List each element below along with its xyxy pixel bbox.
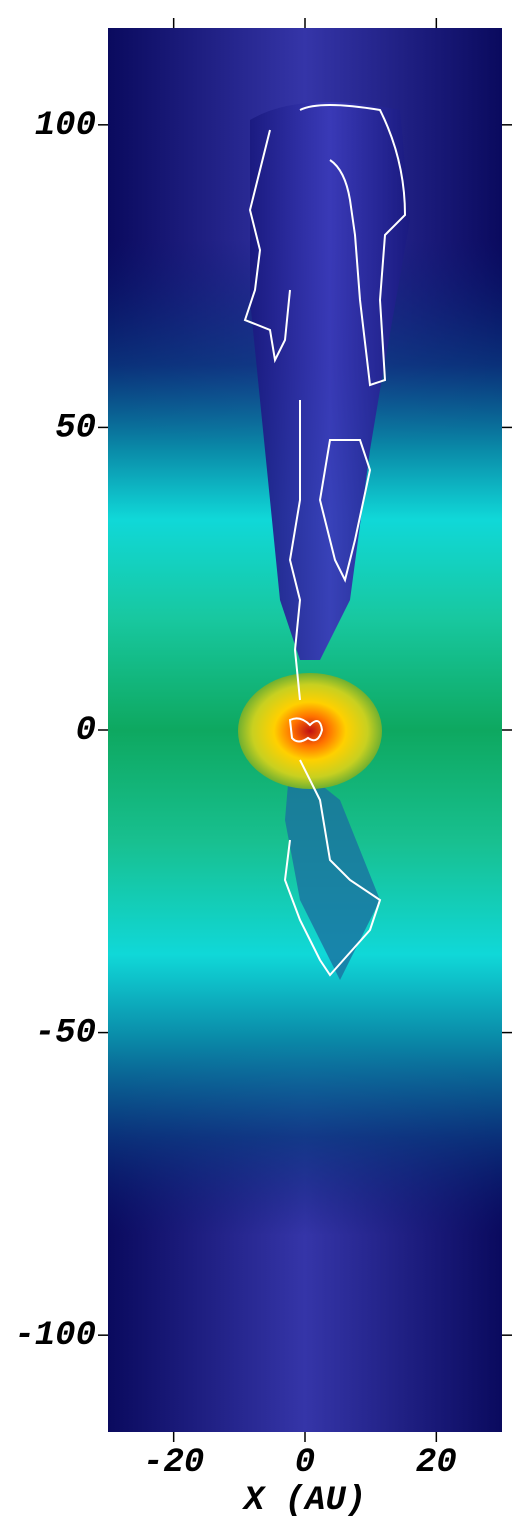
x-tick-label: 20: [416, 1444, 457, 1482]
y-tick-label: 50: [55, 409, 96, 447]
x-axis-label: X (AU): [242, 1482, 366, 1520]
y-tick-label: 100: [35, 107, 96, 145]
y-tick-label: -50: [35, 1015, 96, 1053]
x-tick-label: -20: [143, 1444, 204, 1482]
y-tick-label: -100: [14, 1317, 96, 1355]
density-map: [108, 28, 502, 1432]
x-tick-label: 0: [295, 1444, 315, 1482]
y-tick-label: 0: [76, 712, 96, 750]
